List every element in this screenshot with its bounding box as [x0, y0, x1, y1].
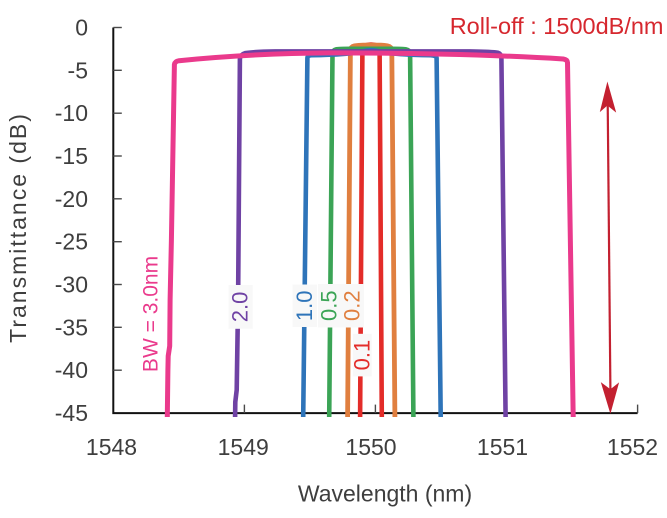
svg-text:1.0: 1.0 — [292, 291, 317, 322]
svg-text:1552: 1552 — [607, 434, 658, 460]
svg-text:-35: -35 — [55, 314, 88, 340]
svg-text:-5: -5 — [68, 57, 88, 83]
svg-text:Roll-off : 1500dB/nm: Roll-off : 1500dB/nm — [450, 13, 664, 39]
svg-text:Wavelength (nm): Wavelength (nm) — [298, 481, 472, 507]
svg-text:-40: -40 — [55, 357, 88, 383]
svg-text:-30: -30 — [55, 272, 88, 298]
svg-text:-15: -15 — [55, 143, 88, 169]
svg-text:0.2: 0.2 — [340, 290, 365, 321]
svg-text:1550: 1550 — [345, 434, 396, 460]
svg-text:-45: -45 — [55, 400, 88, 426]
svg-text:0.1: 0.1 — [350, 340, 375, 371]
svg-text:-10: -10 — [55, 100, 88, 126]
svg-text:1551: 1551 — [477, 434, 528, 460]
svg-text:0.5: 0.5 — [317, 290, 342, 321]
svg-text:2.0: 2.0 — [228, 292, 253, 323]
svg-text:1548: 1548 — [86, 434, 137, 460]
svg-text:1549: 1549 — [218, 434, 269, 460]
svg-text:0: 0 — [75, 15, 88, 41]
svg-text:BW = 3.0nm: BW = 3.0nm — [140, 256, 163, 372]
svg-text:-20: -20 — [55, 186, 88, 212]
svg-text:-25: -25 — [55, 229, 88, 255]
svg-text:Transmittance (dB): Transmittance (dB) — [5, 112, 31, 343]
